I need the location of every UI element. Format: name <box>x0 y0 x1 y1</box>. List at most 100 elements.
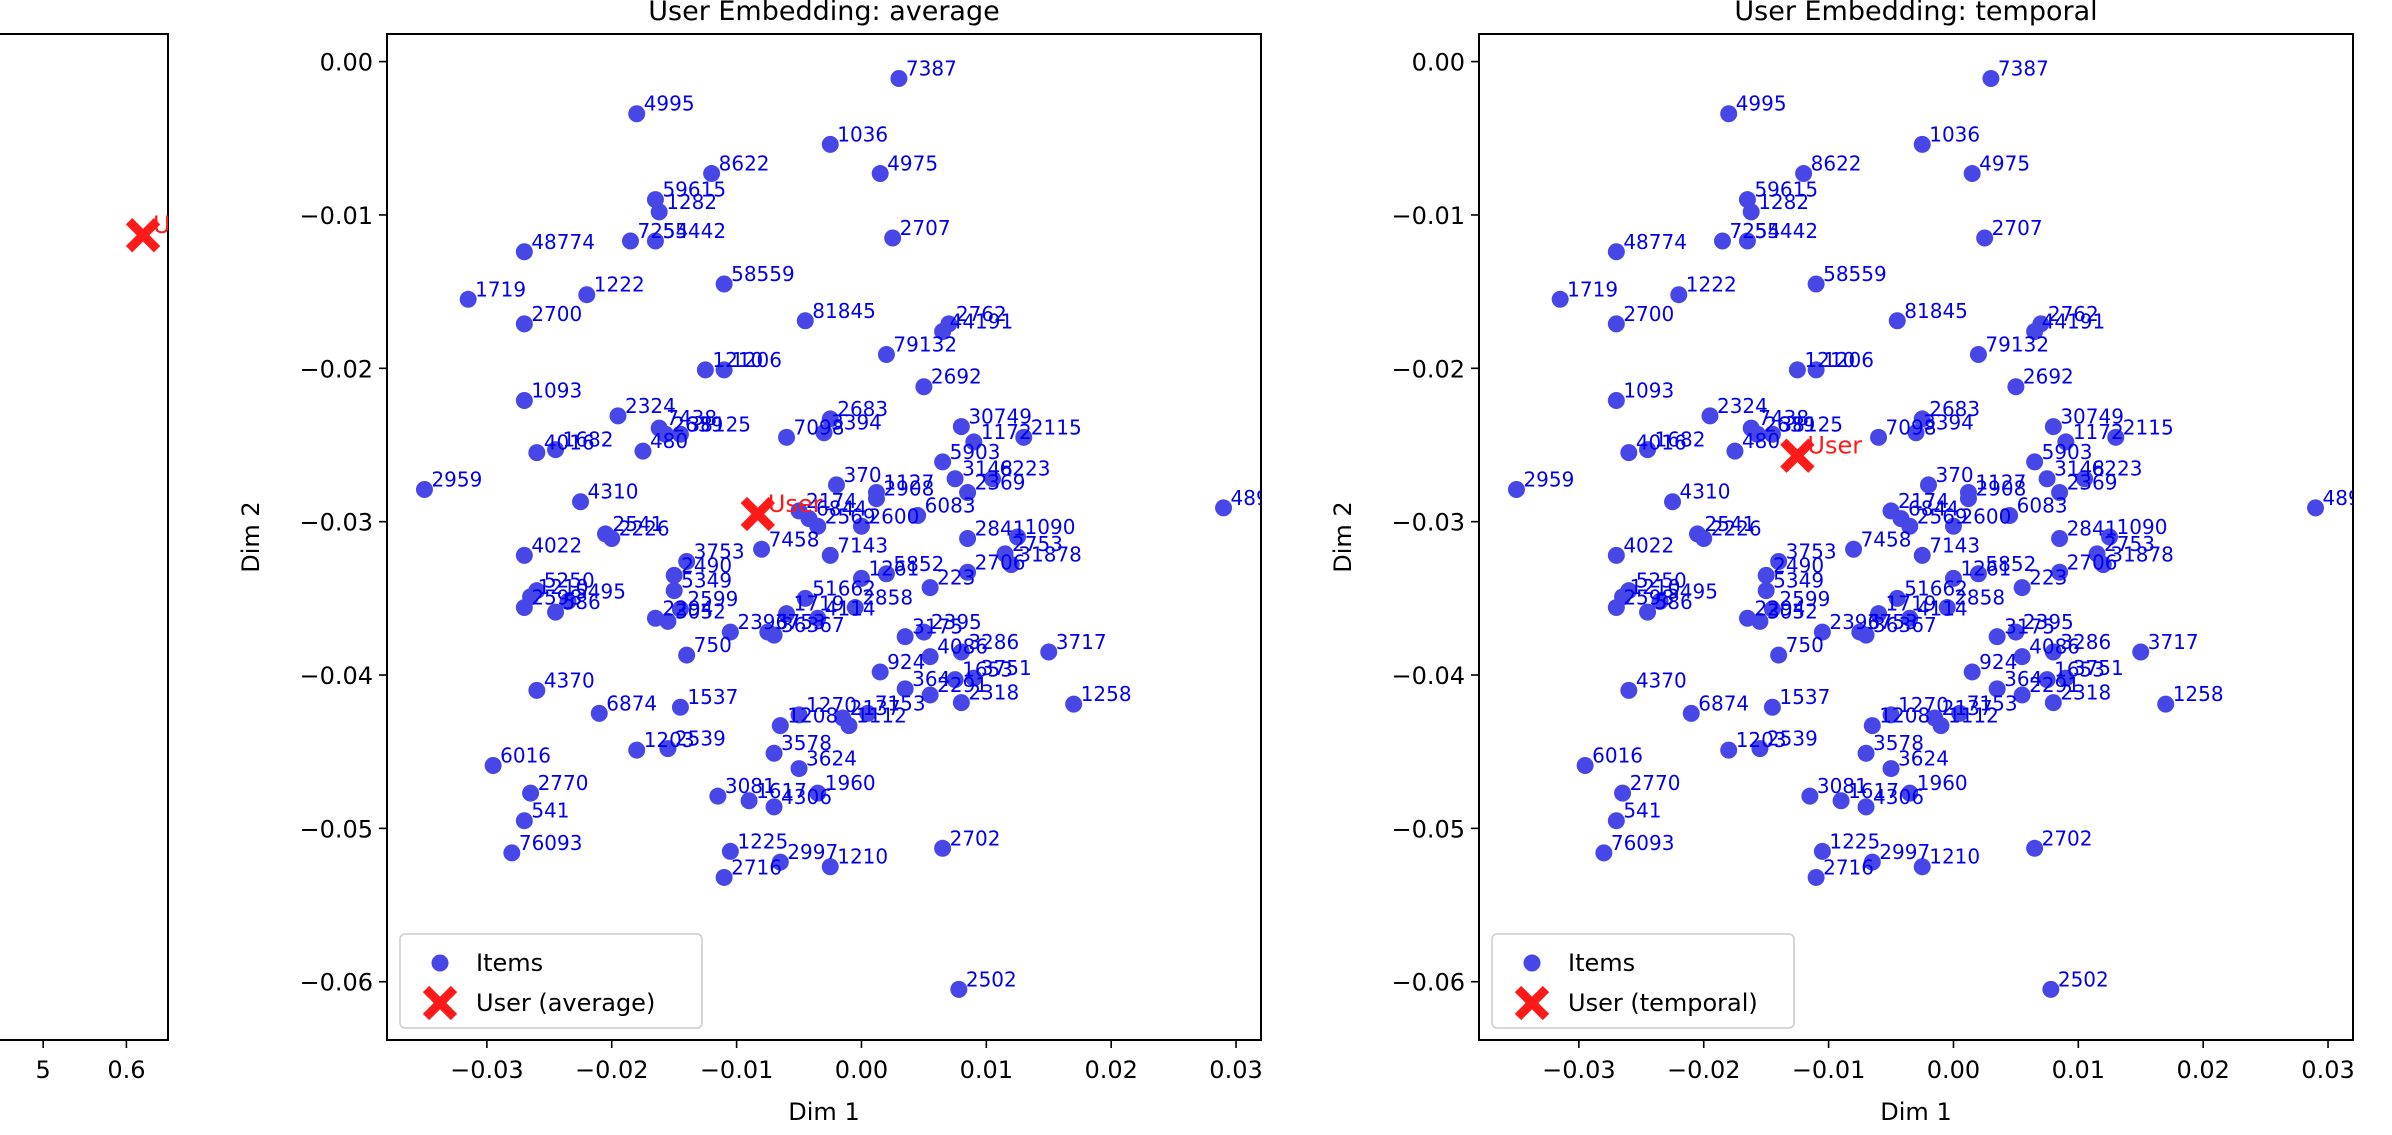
item-point <box>1726 442 1744 460</box>
item-point <box>1976 229 1994 247</box>
item-label: 44191 <box>950 310 1014 334</box>
item-point <box>827 476 845 494</box>
item-point <box>1607 546 1625 564</box>
item-point <box>572 493 590 511</box>
item-label: 7458 <box>1861 527 1912 551</box>
item-point <box>2044 694 2062 712</box>
item-point <box>1695 530 1713 548</box>
item-label: 79132 <box>1985 333 2049 357</box>
item-point <box>2001 507 2019 525</box>
item-point <box>709 787 727 805</box>
item-point <box>515 812 533 830</box>
item-label: 55442 <box>1754 219 1818 243</box>
y-tick-label-average: −0.01 <box>299 202 373 230</box>
item-point <box>1944 569 1962 587</box>
item-point <box>884 229 902 247</box>
item-label: 1090 <box>2117 515 2168 539</box>
item-label: 2716 <box>731 855 782 879</box>
item-point <box>840 717 858 735</box>
user-marker-left-stroke-b <box>125 218 161 253</box>
item-label: 2908 <box>883 477 934 501</box>
item-label: 6223 <box>1000 457 1051 481</box>
y-tick-label-temporal: −0.01 <box>1391 202 1465 230</box>
item-label: 1093 <box>531 379 582 403</box>
item-label: 4086 <box>937 635 988 659</box>
item-label: 2502 <box>2058 967 2109 991</box>
item-label: 3717 <box>2148 630 2199 654</box>
y-tick-label-average: 0.00 <box>320 49 373 77</box>
item-point <box>896 628 914 646</box>
item-label: 2700 <box>531 302 582 326</box>
axes-frame-temporal <box>1478 33 2354 1041</box>
item-point <box>515 243 533 261</box>
item-point <box>2013 686 2031 704</box>
item-point <box>771 853 789 871</box>
item-label: 2600 <box>868 504 919 528</box>
y-tick-label-average: −0.04 <box>299 662 373 690</box>
item-label: 6083 <box>2017 494 2068 518</box>
legend-items-marker-average <box>431 954 449 972</box>
item-label: 30749 <box>968 405 1032 429</box>
user-marker-temporal <box>1780 438 1815 473</box>
item-label: 1719 <box>1886 592 1937 616</box>
item-point <box>1845 540 1863 558</box>
item-label: 7143 <box>837 533 888 557</box>
item-label: 36367 <box>781 613 845 637</box>
item-label: 7153 <box>875 691 926 715</box>
chart-panel-temporal: User Embedding: temporal −0.03 −0.02 −0.01 0… <box>1329 0 2355 1126</box>
item-label: 1225 <box>1829 829 1880 853</box>
item-point <box>1863 853 1881 871</box>
item-label: 2598 <box>1623 586 1674 610</box>
item-label: 1258 <box>2173 682 2224 706</box>
item-point <box>1551 290 1569 308</box>
y-tick-label-average: −0.03 <box>299 509 373 537</box>
item-point <box>2057 669 2075 687</box>
item-point <box>965 433 983 451</box>
item-label: 2318 <box>2060 681 2111 705</box>
item-point <box>1813 623 1831 641</box>
item-label: 3081 <box>1817 774 1868 798</box>
item-label: 31878 <box>1018 543 1082 567</box>
item-label: 2369 <box>975 471 1026 495</box>
item-label: 4016 <box>1636 431 1687 455</box>
x-tick-label-temporal: −0.01 <box>1792 1056 1866 1084</box>
item-label: 370 <box>843 463 881 487</box>
item-label: 59615 <box>662 178 726 202</box>
item-point <box>1913 410 1931 428</box>
item-point <box>2026 453 2044 471</box>
item-label: 3081 <box>725 774 776 798</box>
item-point <box>952 418 970 436</box>
item-label: 370 <box>1935 463 1973 487</box>
item-point <box>1832 792 1850 810</box>
item-label: 3751 <box>2073 656 2124 680</box>
item-point <box>1682 704 1700 722</box>
x-tick-label-average: −0.02 <box>575 1056 649 1084</box>
item-label: 1112 <box>856 704 907 728</box>
legend-user-label-average: User (average) <box>476 989 655 1017</box>
item-point <box>815 424 833 442</box>
item-point <box>1770 553 1788 571</box>
item-label: 480 <box>650 429 688 453</box>
item-label: 1210 <box>837 845 888 869</box>
item-label: 5349 <box>681 569 732 593</box>
item-point <box>934 453 952 471</box>
item-label: 7143 <box>1929 533 1980 557</box>
item-point <box>696 361 714 379</box>
item-point <box>1664 493 1682 511</box>
legend-box-temporal <box>1491 933 1795 1029</box>
item-label: 4995 <box>644 92 695 116</box>
item-label: 1206 <box>1823 348 1874 372</box>
item-point <box>921 648 939 666</box>
item-point <box>959 484 977 502</box>
item-point <box>934 839 952 857</box>
item-point <box>984 470 1002 488</box>
item-point <box>415 480 433 498</box>
item-point <box>896 680 914 698</box>
item-point <box>547 441 565 459</box>
item-point <box>1763 698 1781 716</box>
y-tick-label-average: −0.05 <box>299 815 373 843</box>
item-point <box>921 686 939 704</box>
legend-user-marker-temporal-stroke-b <box>1514 985 1550 1021</box>
item-label: 5852 <box>893 552 944 576</box>
